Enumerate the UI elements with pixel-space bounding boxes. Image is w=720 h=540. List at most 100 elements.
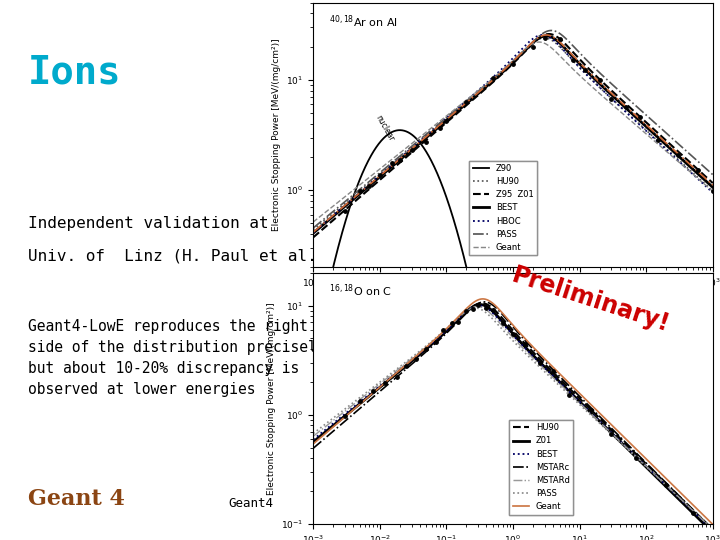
Point <box>368 387 379 395</box>
Point <box>564 391 575 400</box>
MSTARd <box>473 303 482 310</box>
Line: Geant: Geant <box>313 35 713 232</box>
Geant <box>552 36 561 42</box>
Point <box>438 326 449 334</box>
MSTARc <box>309 445 318 451</box>
Geant <box>333 208 342 215</box>
Z95  Z01 <box>333 209 342 215</box>
Z95  Z01 <box>708 184 717 191</box>
Point <box>567 56 579 64</box>
MSTARc <box>654 471 662 478</box>
Point <box>391 373 402 381</box>
Line: Z90: Z90 <box>313 38 713 230</box>
Z01 <box>654 475 662 482</box>
Text: Geant4: Geant4 <box>228 497 273 510</box>
Point <box>420 345 432 354</box>
Point <box>660 481 672 490</box>
Z01 <box>541 365 550 372</box>
PASS <box>708 526 717 532</box>
Point <box>539 34 551 43</box>
Z95  Z01 <box>552 37 561 43</box>
HU90 <box>477 300 486 306</box>
Point <box>461 98 472 106</box>
HU90 <box>613 92 621 99</box>
Geant <box>309 441 318 447</box>
BEST <box>613 100 621 107</box>
BEST <box>541 32 550 39</box>
BEST <box>309 436 318 443</box>
MSTARd <box>541 367 550 374</box>
Z90 <box>333 206 342 213</box>
Point <box>606 429 617 438</box>
Z01 <box>552 375 561 382</box>
HU90 <box>552 372 561 379</box>
Geant <box>564 48 572 54</box>
MSTARc <box>541 359 550 366</box>
Line: Z01: Z01 <box>313 305 713 532</box>
PASS <box>613 436 621 442</box>
BEST <box>708 528 717 534</box>
Legend: Z90, HU90, Z95  Z01, BEST, HBOC, PASS, Geant: Z90, HU90, Z95 Z01, BEST, HBOC, PASS, Ge… <box>469 160 537 255</box>
Line: Geant: Geant <box>313 299 713 524</box>
Point <box>547 367 559 375</box>
Geant <box>541 357 550 363</box>
Point <box>527 43 539 51</box>
Point <box>634 112 646 121</box>
HU90 <box>613 432 621 438</box>
Z90 <box>708 188 717 194</box>
Point <box>406 146 418 154</box>
BEST <box>613 435 621 441</box>
Z95  Z01 <box>564 49 572 55</box>
Line: PASS: PASS <box>313 42 713 222</box>
Text: Geant 4: Geant 4 <box>28 488 125 510</box>
PASS <box>613 105 621 112</box>
Geant <box>613 427 621 433</box>
Point <box>606 95 617 104</box>
HU90 <box>708 180 717 186</box>
HU90 <box>309 439 318 446</box>
Point <box>487 306 499 314</box>
Line: BEST: BEST <box>313 306 713 531</box>
HU90 <box>708 526 717 533</box>
HU90 <box>654 130 662 136</box>
Z90 <box>541 35 550 41</box>
HBOC <box>547 27 556 33</box>
Line: MSTARc: MSTARc <box>313 302 713 530</box>
Z90 <box>540 35 549 41</box>
PASS <box>541 40 550 47</box>
Line: MSTARd: MSTARd <box>313 307 713 530</box>
Geant <box>564 379 572 386</box>
BEST <box>309 230 318 236</box>
HBOC <box>613 85 621 92</box>
Point <box>374 171 386 179</box>
PASS <box>564 391 572 397</box>
Geant <box>541 32 549 38</box>
Geant <box>478 296 487 302</box>
BEST <box>654 138 662 145</box>
Point <box>434 124 446 133</box>
Point <box>394 156 405 164</box>
HU90 <box>541 31 549 38</box>
BEST <box>564 388 572 394</box>
Point <box>452 318 464 326</box>
Point <box>707 187 719 195</box>
Point <box>497 319 508 328</box>
Legend: HU90, Z01, BEST, MSTARc, MSTARd, PASS, Geant: HU90, Z01, BEST, MSTARc, MSTARd, PASS, G… <box>509 420 573 515</box>
Text: Preliminary!: Preliminary! <box>508 263 672 336</box>
Text: Ions: Ions <box>28 54 122 92</box>
Z95  Z01 <box>542 33 551 39</box>
Z01 <box>309 439 318 446</box>
Point <box>554 35 565 43</box>
BEST <box>552 39 561 46</box>
HU90 <box>333 418 342 425</box>
Y-axis label: Electronic Stopping Power [MeV/(mg/cm²)]: Electronic Stopping Power [MeV/(mg/cm²)] <box>271 39 281 231</box>
Geant <box>613 95 621 102</box>
Point <box>446 319 457 327</box>
Point <box>386 158 397 167</box>
Point <box>652 136 664 144</box>
Z01 <box>333 418 342 425</box>
HBOC <box>552 28 561 35</box>
Z01 <box>564 387 572 394</box>
HBOC <box>708 172 717 178</box>
MSTARd <box>552 377 561 384</box>
